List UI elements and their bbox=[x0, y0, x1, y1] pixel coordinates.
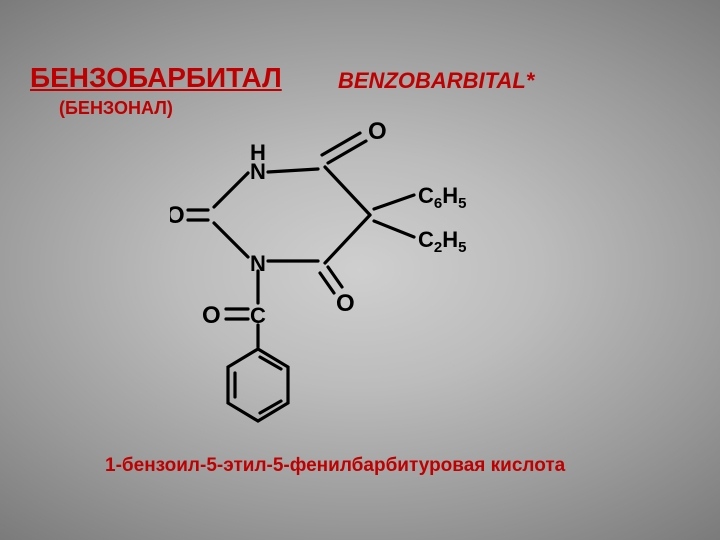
atom-o2: O bbox=[170, 202, 185, 229]
atom-o4: O bbox=[336, 290, 355, 317]
substituent-c6h5: C6H5 bbox=[418, 183, 466, 212]
atom-ob: O bbox=[202, 302, 221, 329]
atom-cb: C bbox=[250, 303, 266, 328]
atom-o6: O bbox=[368, 118, 387, 145]
atom-n3: N bbox=[250, 251, 266, 276]
substituent-c2h5: C2H5 bbox=[418, 227, 466, 256]
iupac-name: 1-бензоил-5-этил-5-фенилбарбитуровая кис… bbox=[105, 455, 565, 477]
subtitle-russian: (БЕНЗОНАЛ) bbox=[59, 98, 173, 119]
atom-n1: N bbox=[250, 159, 266, 184]
title-english: BENZOBARBITAL* bbox=[338, 68, 534, 94]
title-russian: БЕНЗОБАРБИТАЛ bbox=[30, 62, 282, 94]
slide: БЕНЗОБАРБИТАЛ (БЕНЗОНАЛ) BENZOBARBITAL* … bbox=[0, 0, 720, 540]
chemical-structure: H N N O O O C O C6H5 C2H5 bbox=[170, 115, 530, 445]
